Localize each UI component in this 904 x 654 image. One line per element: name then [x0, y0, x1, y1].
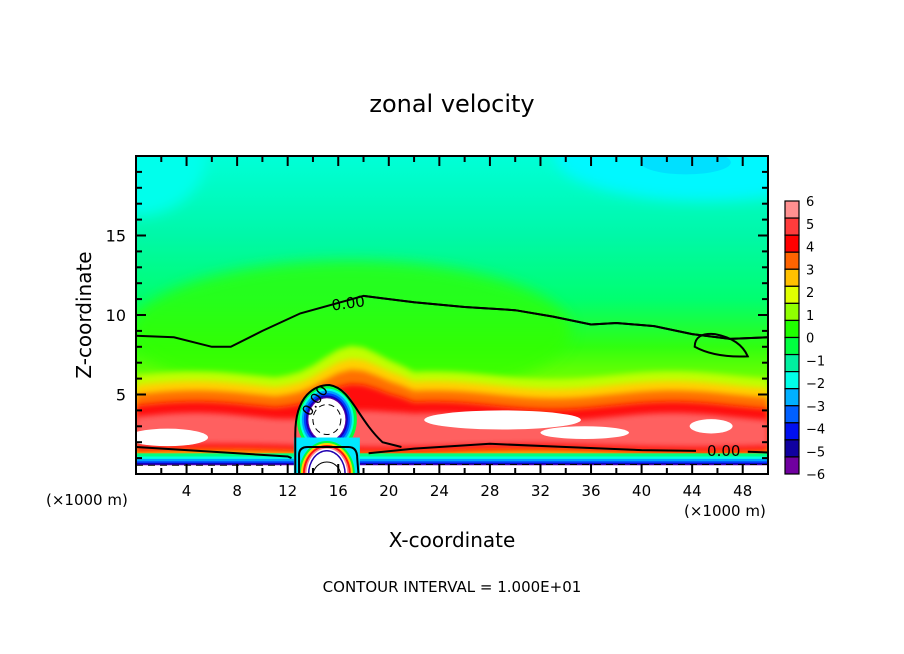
- colorbar-label: −2: [806, 377, 825, 392]
- field-region-cyan-core: [640, 156, 731, 175]
- field-band-surface: [136, 465, 768, 474]
- x-unit-label-right: (×1000 m): [684, 502, 766, 520]
- colorbar-swatch: [784, 405, 800, 424]
- x-axis-label: X-coordinate: [389, 528, 516, 552]
- colorbar-label: 5: [806, 218, 814, 233]
- plot-field: [136, 156, 768, 474]
- positive-contour-surface: [312, 461, 342, 474]
- x-tick-label: 16: [329, 482, 348, 500]
- colorbar-label: 2: [806, 286, 814, 301]
- x-tick-label: 40: [632, 482, 651, 500]
- negative-contour-vortex: [312, 404, 342, 436]
- colorbar-label: 6: [806, 195, 814, 210]
- field-surface-cell: [309, 451, 345, 474]
- x-tick-label: 44: [683, 482, 702, 500]
- colorbar-swatch: [784, 234, 800, 253]
- x-axis-ticks: 4 8 12 16 20 24 28 32 36 40 44 48: [160, 156, 752, 500]
- colorbar-swatch: [784, 200, 800, 219]
- colorbar-swatch: [784, 371, 800, 390]
- x-tick-label: 48: [733, 482, 752, 500]
- y-axis-label: Z-coordinate: [72, 251, 96, 378]
- x-tick-label: 4: [182, 482, 192, 500]
- field-jet-core: [136, 428, 209, 447]
- colorbar-label: 4: [806, 241, 814, 256]
- x-tick-label: 8: [232, 482, 242, 500]
- colorbar-label: 0: [806, 332, 814, 347]
- colorbar-label: 1: [806, 309, 814, 324]
- colorbar-swatch: [784, 336, 800, 356]
- zero-contour-lower-end: [747, 450, 768, 454]
- colorbar-swatch: [784, 439, 800, 458]
- field-jet-core: [424, 410, 581, 430]
- field-jet-core: [689, 419, 733, 434]
- contour-label: 0.00: [707, 442, 740, 460]
- field-jet-core: [540, 426, 629, 440]
- colorbar-label: −1: [806, 354, 825, 369]
- zero-contour-surface-cell: [298, 445, 360, 474]
- colorbar-swatch: [784, 302, 800, 322]
- x-tick-label: 28: [480, 482, 499, 500]
- colorbar-swatch: [784, 285, 800, 304]
- x-tick-label: 12: [278, 482, 297, 500]
- x-tick-label: 24: [430, 482, 449, 500]
- zero-contour-closed: [693, 332, 750, 358]
- contour-label: 0.00: [330, 292, 366, 314]
- colorbar: 6 5 4 3 2 1 0 −1 −2 −3 −4 −5 −6: [784, 195, 825, 483]
- chart-title: zonal velocity: [369, 90, 534, 118]
- x-tick-label: 20: [379, 482, 398, 500]
- colorbar-swatch: [784, 268, 800, 287]
- zero-contour-vortex: [294, 383, 402, 474]
- footer-contour-interval: CONTOUR INTERVAL = 1.000E+01: [323, 578, 582, 596]
- colorbar-label: 3: [806, 263, 814, 278]
- colorbar-swatch: [784, 251, 800, 270]
- zero-contour-lower-left: [136, 446, 292, 460]
- y-tick-label: 10: [106, 306, 126, 325]
- zero-contour-upper-right: [363, 294, 768, 340]
- colorbar-label: −6: [806, 468, 825, 483]
- y-axis-ticks: 5 10 15: [106, 170, 768, 460]
- colorbar-swatch: [784, 353, 800, 373]
- colorbar-label: −5: [806, 445, 825, 460]
- colorbar-swatch: [784, 456, 800, 475]
- contour-lines: [136, 294, 768, 474]
- colorbar-swatch: [784, 388, 800, 407]
- colorbar-swatch: [784, 217, 800, 236]
- x-tick-label: 36: [581, 482, 600, 500]
- colorbar-swatch: [784, 319, 800, 339]
- y-tick-label: 15: [106, 227, 126, 246]
- colorbar-label: −3: [806, 400, 825, 415]
- colorbar-label: −4: [806, 423, 825, 438]
- field-region-green-bulge: [136, 260, 571, 401]
- colorbar-swatch: [784, 422, 800, 441]
- x-tick-label: 32: [531, 482, 550, 500]
- y-tick-label: 5: [116, 386, 126, 405]
- field-region-cyan-left: [136, 156, 206, 216]
- x-unit-label-left: (×1000 m): [46, 491, 128, 509]
- zero-contour-lower-right: [368, 442, 697, 455]
